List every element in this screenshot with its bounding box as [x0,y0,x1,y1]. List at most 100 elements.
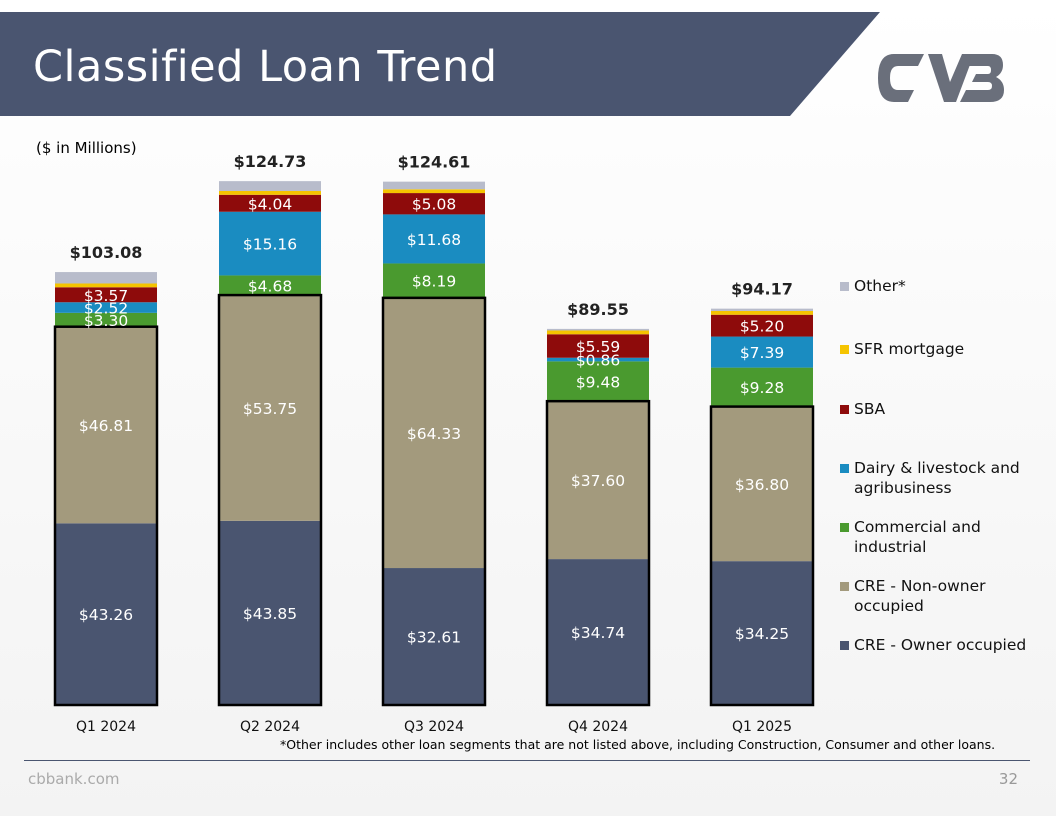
data-label-cre-non-owner-4: $37.60 [571,472,625,490]
data-label-dairy-5: $7.39 [740,344,784,362]
cre-outline-1 [53,325,159,707]
legend-label-dairy: Dairy & livestock and agribusiness [854,459,1020,497]
data-label-cre-owner-3: $32.61 [407,629,461,647]
data-label-dairy-4: $0.86 [576,352,620,370]
bar-sfr-3 [383,189,485,194]
labels-layer: $43.26 $46.81 $3.30$2.52$3.57 $103.08 Q1 202… [70,152,793,735]
page-number: 32 [998,770,1018,788]
cre-outline-2 [217,293,323,707]
data-label-commercial-4: $9.48 [576,373,620,391]
legend-swatch-dairy [840,464,849,473]
total-label-2: $124.73 [234,152,307,171]
legend-swatch-sfr-mortgage [840,345,849,354]
bars-layer [53,181,815,707]
bar-sba-4 [547,334,649,358]
bar-other-4 [547,328,649,331]
legend-label-cre-owner: CRE - Owner occupied [854,636,1027,654]
bar-cre-non-owner-5 [711,406,813,562]
cre-outline-5 [709,405,815,707]
legend-item-commercial: Commercial and industrial [840,517,1040,557]
data-label-cre-non-owner-2: $53.75 [243,400,297,418]
category-label-4: Q4 2024 [568,719,628,735]
category-label-5: Q1 2025 [732,719,792,735]
bar-commercial-2 [219,275,321,296]
data-label-sba-5: $5.20 [740,318,784,336]
data-label-dairy-2: $15.16 [243,236,297,254]
bar-sfr-1 [55,283,157,288]
bar-cre-non-owner-3 [383,297,485,569]
title-band-shape [0,12,880,116]
legend-item-cre-non-owner: CRE - Non-owner occupied [840,576,1040,616]
data-label-sba-4: $5.59 [576,338,620,356]
legend-label-sba: SBA [854,400,886,418]
data-label-commercial-2: $4.68 [248,277,292,295]
data-label-commercial-5: $9.28 [740,379,784,397]
data-label-cre-owner-1: $43.26 [79,606,133,624]
bar-cre-owner-4 [547,559,649,705]
data-label-dairy-3: $11.68 [407,231,461,249]
bar-dairy-4 [547,357,649,362]
total-label-4: $89.55 [567,300,629,319]
data-label-cre-non-owner-1: $46.81 [79,417,133,435]
bar-other-1 [55,272,157,284]
bar-cre-owner-5 [711,561,813,705]
legend-swatch-sba [840,405,849,414]
footnote: *Other includes other loan segments that… [280,737,996,752]
bar-sba-5 [711,314,813,337]
bar-sba-3 [383,193,485,215]
legend-item-dairy: Dairy & livestock and agribusiness [840,458,1040,498]
bar-cre-owner-2 [219,520,321,705]
legend-item-sba: SBA [840,399,1040,419]
data-label-cre-owner-4: $34.74 [571,624,625,642]
legend-item-cre-owner: CRE - Owner occupied [840,635,1040,655]
total-label-3: $124.61 [398,153,471,172]
legend-label-cre-non-owner: CRE - Non-owner occupied [854,577,986,615]
bar-cre-owner-1 [55,523,157,705]
bar-sfr-5 [711,310,813,315]
bar-dairy-3 [383,214,485,264]
data-label-cre-owner-2: $43.85 [243,605,297,623]
data-label-commercial-3: $8.19 [412,273,456,291]
title-band [0,12,880,116]
bar-cre-non-owner-4 [547,401,649,560]
cre-outline-4 [545,399,651,707]
data-label-cre-owner-5: $34.25 [735,625,789,643]
category-label-2: Q2 2024 [240,719,300,735]
unit-note: ($ in Millions) [36,139,137,157]
legend-item-other: Other* [840,276,1040,296]
legend-label-other: Other* [854,277,906,295]
bar-commercial-1 [55,312,157,327]
bar-dairy-2 [219,211,321,276]
bar-sfr-2 [219,191,321,195]
category-label-1: Q1 2024 [76,719,136,735]
legend-label-sfr-mortgage: SFR mortgage [854,340,965,358]
data-label-sba-2: $4.04 [248,195,292,213]
bar-cre-non-owner-2 [219,295,321,521]
data-label-commercial-1: $3.30 [84,312,128,330]
bar-sba-1 [55,287,157,303]
total-label-5: $94.17 [731,280,793,299]
legend-item-sfr-mortgage: SFR mortgage [840,339,1040,359]
category-label-3: Q3 2024 [404,719,464,735]
bar-sfr-4 [547,330,649,335]
bar-commercial-5 [711,367,813,407]
bar-commercial-4 [547,361,649,402]
cvb-logo [878,54,1004,102]
data-label-sba-3: $5.08 [412,196,456,214]
bar-commercial-3 [383,263,485,298]
legend-swatch-cre-non-owner [840,582,849,591]
total-label-1: $103.08 [70,243,143,262]
bar-sba-2 [219,194,321,212]
data-label-cre-non-owner-3: $64.33 [407,425,461,443]
data-label-cre-non-owner-5: $36.80 [735,476,789,494]
page-title: Classified Loan Trend [33,42,498,92]
bar-other-3 [383,181,485,190]
legend-swatch-cre-owner [840,641,849,650]
bar-dairy-5 [711,336,813,368]
bar-dairy-1 [55,302,157,313]
data-label-dairy-1: $2.52 [84,300,128,318]
footer-website: cbbank.com [28,770,120,788]
legend-swatch-commercial [840,523,849,532]
